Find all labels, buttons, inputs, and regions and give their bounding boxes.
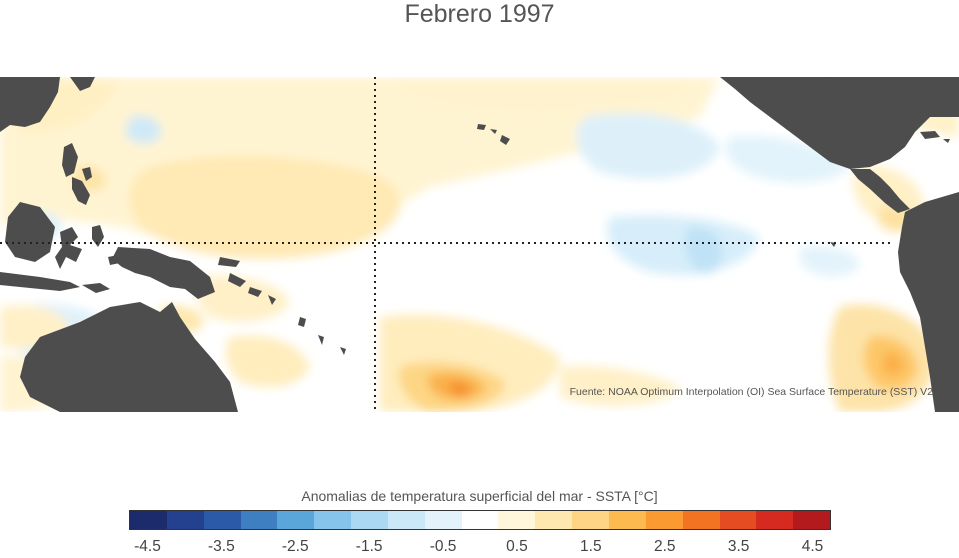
- colorbar-label: Anomalias de temperatura superficial del…: [301, 488, 658, 504]
- colorbar-cell: [682, 511, 720, 529]
- colorbar-cell: [608, 511, 646, 529]
- colorbar-tick-label: -4.5: [134, 538, 161, 555]
- colorbar-cell: [277, 511, 315, 529]
- colorbar-cell: [719, 511, 757, 529]
- colorbar-tick-label: 4.5: [801, 538, 824, 555]
- colorbar-cell: [314, 511, 352, 529]
- colorbar-tick-label: -0.5: [429, 538, 457, 555]
- colorbar-cell: [793, 511, 831, 529]
- colorbar-tick-label: 1.5: [580, 538, 602, 555]
- map-title: Febrero 1997: [404, 0, 555, 28]
- colorbar-tick-label: -3.5: [208, 538, 235, 555]
- colorbar-tick-label: 0.5: [506, 538, 528, 555]
- colorbar-cell: [572, 511, 609, 529]
- source-note: Fuente: NOAA Optimum Interpolation (OI) …: [569, 386, 933, 398]
- colorbar-cell: [203, 511, 241, 529]
- colorbar-cell: [535, 511, 573, 529]
- colorbar-tick-label: -2.5: [281, 538, 309, 555]
- colorbar-cell: [424, 511, 462, 529]
- land: [0, 77, 959, 412]
- colorbar-cell: [351, 511, 388, 529]
- colorbar-cell: [645, 511, 683, 529]
- colorbar-cell: [461, 511, 499, 529]
- colorbar-ticks: -4.5 -3.5 -2.5 -1.5 -0.5 0.5 1.5 2.5 3.5 4.5: [0, 538, 959, 558]
- colorbar-cell: [166, 511, 204, 529]
- colorbar-cell: [387, 511, 425, 529]
- colorbar-cell: [498, 511, 536, 529]
- colorbar-tick-label: 3.5: [727, 538, 750, 555]
- colorbar-tick-label: -1.5: [355, 538, 383, 555]
- colorbar-cell: [130, 511, 167, 529]
- colorbar-tick-label: 2.5: [653, 538, 676, 555]
- colorbar: [129, 510, 831, 530]
- colorbar-cell: [756, 511, 794, 529]
- colorbar-cell: [240, 511, 278, 529]
- sst-anomaly-map: [0, 77, 959, 412]
